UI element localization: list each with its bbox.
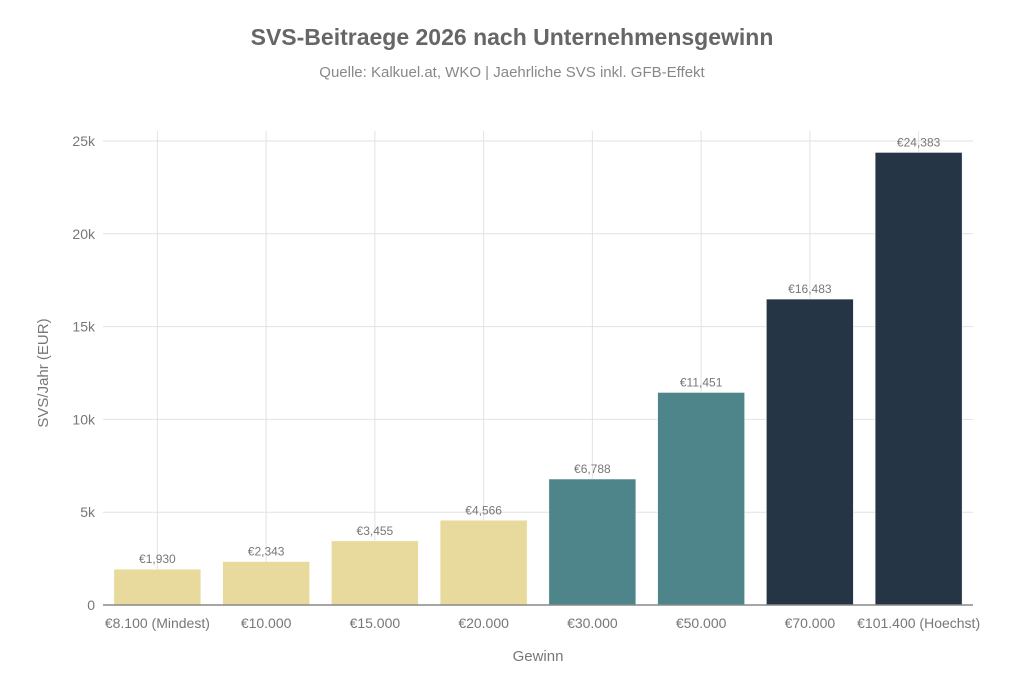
bar (222, 561, 310, 606)
y-tick-label: 5k (80, 504, 96, 520)
x-tick-label: €70.000 (785, 615, 836, 631)
bar (113, 568, 202, 606)
data-label: €24,383 (897, 135, 941, 149)
x-tick-label: €101.400 (Hoechst) (857, 615, 980, 631)
data-label: €4,566 (465, 503, 502, 517)
bar (766, 298, 854, 606)
y-axis-label: SVS/Jahr (EUR) (35, 318, 52, 427)
x-axis-label: Gewinn (513, 648, 564, 665)
y-tick-label: 25k (72, 133, 96, 149)
bar (657, 392, 745, 606)
x-tick-label: €8.100 (Mindest) (105, 615, 210, 631)
x-tick-label: €15.000 (350, 615, 401, 631)
data-label: €1,930 (139, 552, 176, 566)
data-label: €2,343 (248, 545, 285, 559)
bar (331, 540, 419, 606)
bar (439, 520, 528, 606)
y-tick-label: 20k (72, 226, 96, 242)
data-label: €6,788 (574, 462, 611, 476)
x-tick-label: €10.000 (241, 615, 292, 631)
y-tick-label: 10k (72, 411, 96, 427)
x-tick-label: €50.000 (676, 615, 727, 631)
data-label: €11,451 (680, 375, 723, 389)
x-tick-label: €30.000 (567, 615, 618, 631)
bar (874, 152, 963, 606)
x-tick-label: €20.000 (458, 615, 509, 631)
chart-subtitle: Quelle: Kalkuel.at, WKO | Jaehrliche SVS… (319, 64, 705, 81)
data-label: €16,483 (788, 282, 832, 296)
y-tick-label: 0 (87, 597, 95, 613)
data-label: €3,455 (357, 524, 394, 538)
chart-title: SVS-Beitraege 2026 nach Unternehmensgewi… (250, 24, 774, 50)
bar (548, 478, 637, 606)
y-tick-label: 15k (72, 319, 96, 335)
